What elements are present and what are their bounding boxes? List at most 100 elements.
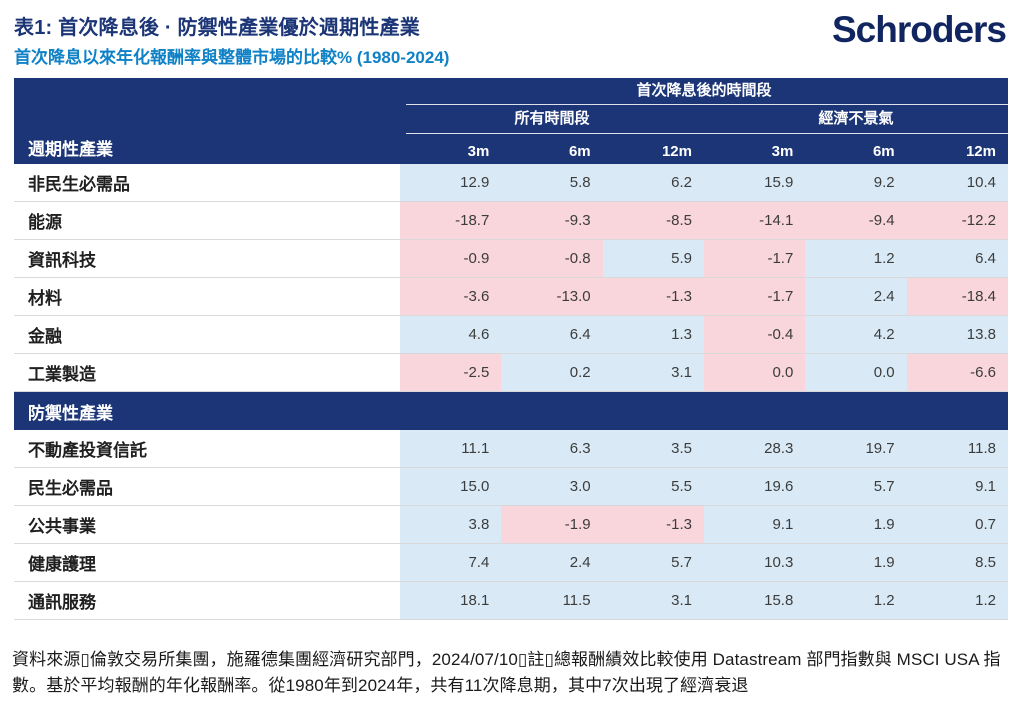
table-row-reits: 不動產投資信託 11.1 6.3 3.5 28.3 19.7 11.8 xyxy=(14,430,1008,468)
table-row-communication-services: 通訊服務 18.1 11.5 3.1 15.8 1.2 1.2 xyxy=(14,582,1008,620)
table-cell: 5.9 xyxy=(602,240,704,277)
table-cell: -18.4 xyxy=(906,278,1008,315)
page-title: 表1: 首次降息後 · 防禦性產業優於週期性產業 xyxy=(14,17,420,39)
table-header: 首次降息後的時間段 所有時間段 經濟不景氣 週期性產業 3m 6m 12m 3m… xyxy=(14,78,1008,164)
table-row-healthcare: 健康護理 7.4 2.4 5.7 10.3 1.9 8.5 xyxy=(14,544,1008,582)
table-cell: 11.8 xyxy=(906,430,1008,467)
table-cell: 28.3 xyxy=(704,430,806,467)
table-cell: 0.2 xyxy=(501,354,603,391)
source-note: 資料來源▯倫敦交易所集團，施羅德集團經濟研究部門，2024/07/10▯註▯總報… xyxy=(12,650,1001,696)
table-row-energy: 能源 -18.7 -9.3 -8.5 -14.1 -9.4 -12.2 xyxy=(14,202,1008,240)
table-cell: 10.3 xyxy=(704,544,806,581)
table-row-industrials: 工業製造 -2.5 0.2 3.1 0.0 0.0 -6.6 xyxy=(14,354,1008,392)
table-cell: -14.1 xyxy=(704,202,806,239)
table-cell: -3.6 xyxy=(400,278,502,315)
table-cell: 2.4 xyxy=(805,278,907,315)
row-label: 通訊服務 xyxy=(14,582,400,619)
table-cell: 11.5 xyxy=(501,582,603,619)
table-cell: 5.8 xyxy=(501,164,603,201)
table-cell: -1.7 xyxy=(704,278,806,315)
table-cell: -0.8 xyxy=(501,240,603,277)
table-cell: 1.2 xyxy=(805,240,907,277)
col-header-3m-recession: 3m xyxy=(771,143,794,160)
row-label: 健康護理 xyxy=(14,544,400,581)
table-cell: 15.0 xyxy=(400,468,502,505)
table-cell: 5.7 xyxy=(602,544,704,581)
group-header-recession: 經濟不景氣 xyxy=(818,110,894,127)
table-cell: 0.0 xyxy=(805,354,907,391)
table-cell: 11.1 xyxy=(400,430,502,467)
table-cell: 5.5 xyxy=(602,468,704,505)
col-header-3m-all: 3m xyxy=(467,143,490,160)
table-cell: -8.5 xyxy=(602,202,704,239)
table-cell: 3.0 xyxy=(501,468,603,505)
schroders-logo: Schroders xyxy=(831,9,1007,50)
table-cell: 19.7 xyxy=(805,430,907,467)
table-cell: 1.9 xyxy=(805,544,907,581)
table-cell: 19.6 xyxy=(704,468,806,505)
row-label: 資訊科技 xyxy=(14,240,400,277)
table-row-financials: 金融 4.6 6.4 1.3 -0.4 4.2 13.8 xyxy=(14,316,1008,354)
table-cell: -18.7 xyxy=(400,202,502,239)
table-cell: -1.3 xyxy=(602,506,704,543)
page-header: 表1: 首次降息後 · 防禦性產業優於週期性產業 首次降息以來年化報酬率與整體市… xyxy=(0,0,1022,78)
table-cell: 4.6 xyxy=(400,316,502,353)
table-cell: 5.7 xyxy=(805,468,907,505)
table-cell: -2.5 xyxy=(400,354,502,391)
top-header-label: 首次降息後的時間段 xyxy=(636,82,772,99)
row-label: 工業製造 xyxy=(14,354,400,391)
table-cell: -9.4 xyxy=(805,202,907,239)
table-cell: 1.9 xyxy=(805,506,907,543)
header-divider-line xyxy=(406,133,1008,134)
table-cell: 8.5 xyxy=(906,544,1008,581)
row-label: 公共事業 xyxy=(14,506,400,543)
table-cell: 10.4 xyxy=(906,164,1008,201)
row-label: 不動產投資信託 xyxy=(14,430,400,467)
table-cell: 6.4 xyxy=(501,316,603,353)
table-cell: 9.2 xyxy=(805,164,907,201)
table-cell: 3.8 xyxy=(400,506,502,543)
section-header-cyclical: 週期性產業 xyxy=(28,140,113,159)
row-label: 金融 xyxy=(14,316,400,353)
table-cell: 12.9 xyxy=(400,164,502,201)
table-cell: -1.9 xyxy=(501,506,603,543)
row-label: 材料 xyxy=(14,278,400,315)
table-row-utilities: 公共事業 3.8 -1.9 -1.3 9.1 1.9 0.7 xyxy=(14,506,1008,544)
table-row-consumer-staples: 民生必需品 15.0 3.0 5.5 19.6 5.7 9.1 xyxy=(14,468,1008,506)
col-header-12m-recession: 12m xyxy=(965,143,996,160)
table-cell: -13.0 xyxy=(501,278,603,315)
table-cell: -9.3 xyxy=(501,202,603,239)
table-cell: 15.9 xyxy=(704,164,806,201)
table-cell: 0.7 xyxy=(906,506,1008,543)
col-header-6m-recession: 6m xyxy=(872,143,895,160)
table-cell: -6.6 xyxy=(906,354,1008,391)
table-cell: 6.3 xyxy=(501,430,603,467)
table-row-information-technology: 資訊科技 -0.9 -0.8 5.9 -1.7 1.2 6.4 xyxy=(14,240,1008,278)
table-cell: 3.1 xyxy=(602,582,704,619)
table-cell: 1.2 xyxy=(805,582,907,619)
page-subtitle: 首次降息以來年化報酬率與整體市場的比較% (1980-2024) xyxy=(14,48,450,67)
header-divider-line xyxy=(406,104,1008,105)
row-label: 民生必需品 xyxy=(14,468,400,505)
table-cell: 1.2 xyxy=(906,582,1008,619)
table-cell: 15.8 xyxy=(704,582,806,619)
table-cell: 1.3 xyxy=(602,316,704,353)
table-cell: 3.1 xyxy=(602,354,704,391)
table-cell: 3.5 xyxy=(602,430,704,467)
table-cell: 6.2 xyxy=(602,164,704,201)
table-cell: 2.4 xyxy=(501,544,603,581)
table-cell: 7.4 xyxy=(400,544,502,581)
table-cell: -12.2 xyxy=(906,202,1008,239)
table-cell: -1.3 xyxy=(602,278,704,315)
col-header-12m-all: 12m xyxy=(661,143,692,160)
table-cell: 13.8 xyxy=(906,316,1008,353)
table-cell: 4.2 xyxy=(805,316,907,353)
table-row-consumer-discretionary: 非民生必需品 12.9 5.8 6.2 15.9 9.2 10.4 xyxy=(14,164,1008,202)
group-header-all-periods: 所有時間段 xyxy=(514,110,590,127)
section-header-defensive: 防禦性產業 xyxy=(14,392,1008,430)
col-header-6m-all: 6m xyxy=(568,143,591,160)
table-cell: -0.9 xyxy=(400,240,502,277)
table-cell: 0.0 xyxy=(704,354,806,391)
table-cell: 6.4 xyxy=(906,240,1008,277)
returns-table: 首次降息後的時間段 所有時間段 經濟不景氣 週期性產業 3m 6m 12m 3m… xyxy=(14,78,1008,620)
